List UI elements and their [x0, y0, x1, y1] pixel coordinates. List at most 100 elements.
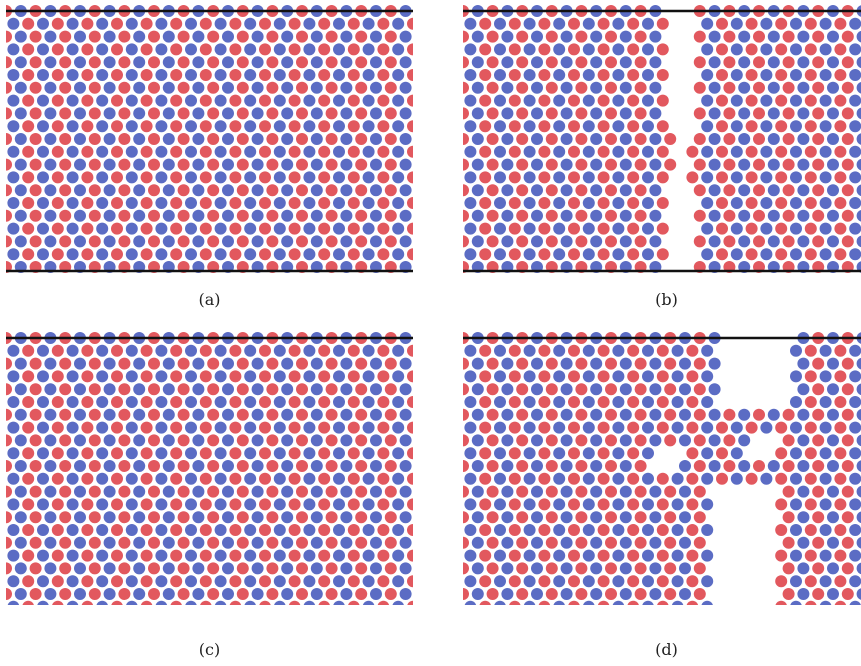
particle [841, 485, 854, 498]
particle [14, 81, 27, 94]
particle [96, 94, 109, 107]
particle [273, 248, 286, 261]
particle [236, 158, 249, 171]
particle [797, 209, 810, 222]
particle [170, 43, 183, 56]
particle [384, 511, 397, 524]
particle [273, 370, 286, 383]
particle [760, 94, 773, 107]
particle [463, 184, 469, 197]
particle [96, 472, 109, 485]
particle [407, 120, 413, 133]
particle [51, 69, 64, 81]
particle [118, 209, 131, 222]
particle [59, 56, 72, 69]
particle [199, 370, 212, 383]
particle [538, 396, 551, 408]
particle [538, 145, 551, 158]
particle [192, 81, 205, 94]
particle [281, 460, 294, 472]
particle [597, 145, 610, 158]
particle [797, 158, 810, 171]
particle [199, 396, 212, 408]
particle [148, 158, 160, 171]
particle [310, 562, 323, 575]
particle [516, 209, 529, 222]
particle [103, 434, 116, 447]
particle [222, 536, 234, 549]
particle [804, 549, 817, 562]
particle [463, 30, 469, 43]
particle [575, 562, 588, 575]
particle [148, 511, 160, 524]
particle [575, 184, 588, 197]
particle [642, 94, 654, 107]
particle [399, 408, 412, 421]
particle [273, 43, 286, 56]
particle [88, 235, 101, 248]
particle [133, 536, 146, 549]
particle [340, 81, 353, 94]
particle [407, 248, 413, 261]
particle [399, 81, 412, 94]
particle [310, 357, 323, 370]
particle [797, 81, 810, 94]
particle [7, 472, 20, 485]
particle [333, 171, 345, 184]
particle [523, 396, 536, 408]
particle [642, 421, 654, 434]
particle [251, 460, 264, 472]
particle [81, 472, 94, 485]
particle [22, 222, 35, 235]
particle [7, 145, 20, 158]
particle [140, 43, 153, 56]
particle [392, 17, 405, 30]
particle [29, 235, 42, 248]
particle [494, 600, 506, 605]
particle [568, 43, 580, 56]
particle [745, 145, 758, 158]
particle [538, 248, 551, 261]
particle [244, 549, 257, 562]
particle [804, 222, 817, 235]
particle [582, 17, 595, 30]
particle [51, 524, 64, 536]
particle [340, 562, 353, 575]
particle [377, 120, 390, 133]
particle [59, 158, 72, 171]
particle [296, 56, 308, 69]
particle [125, 145, 138, 158]
particle [804, 575, 817, 588]
particle [148, 408, 160, 421]
particle [266, 158, 279, 171]
particle [841, 184, 854, 197]
particle [560, 158, 573, 171]
particle [370, 56, 382, 69]
particle [494, 222, 506, 235]
particle [693, 81, 706, 94]
particle [612, 600, 625, 605]
particle [479, 549, 492, 562]
particle [288, 447, 301, 460]
particle [856, 107, 861, 120]
particle [463, 536, 469, 549]
particle [148, 107, 160, 120]
particle [236, 460, 249, 472]
particle [229, 120, 242, 133]
particle [266, 383, 279, 396]
particle [767, 56, 780, 69]
particle [649, 107, 662, 120]
particle [399, 209, 412, 222]
particle [133, 56, 146, 69]
particle [355, 107, 368, 120]
particle [738, 235, 751, 248]
particle [849, 222, 861, 235]
particle [605, 209, 617, 222]
particle [701, 120, 714, 133]
particle [347, 524, 360, 536]
particle [51, 197, 64, 209]
particle [170, 69, 183, 81]
particle [362, 94, 375, 107]
particle [44, 588, 57, 600]
particle [812, 184, 825, 197]
